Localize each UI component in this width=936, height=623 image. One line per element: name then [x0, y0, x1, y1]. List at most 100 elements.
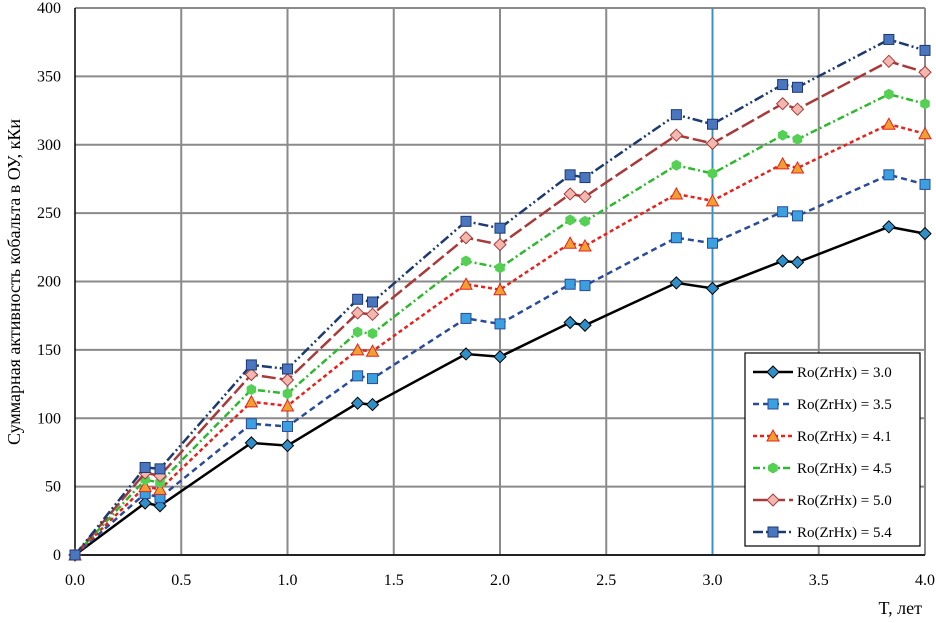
y-tick-label: 200: [37, 274, 61, 291]
legend-swatch-marker: [768, 462, 778, 474]
data-point: [671, 159, 682, 171]
legend-label: Ro(ZrHx) = 3.5: [797, 397, 892, 413]
data-point: [707, 237, 718, 249]
data-point: [579, 172, 591, 184]
data-point: [707, 118, 718, 130]
data-point: [792, 210, 803, 222]
legend-item: Ro(ZrHx) = 5.0: [753, 493, 892, 509]
data-point: [245, 418, 257, 430]
data-point: [461, 255, 471, 267]
data-point: [367, 328, 378, 339]
y-tick-label: 250: [37, 205, 61, 222]
data-point: [282, 388, 293, 400]
data-point: [884, 88, 894, 100]
data-point: [883, 33, 895, 45]
legend-swatch-marker: [767, 526, 779, 538]
data-point: [564, 278, 576, 290]
legend-item: Ro(ZrHx) = 4.5: [753, 461, 892, 477]
data-point: [705, 281, 720, 296]
data-point: [705, 193, 720, 207]
data-point: [352, 370, 364, 382]
legend-item: Ro(ZrHx) = 3.0: [753, 365, 892, 381]
x-tick-label: 3.5: [809, 572, 829, 589]
series-layer: [68, 33, 932, 562]
data-point: [790, 255, 805, 270]
series-6: [69, 33, 931, 561]
legend-label: Ro(ZrHx) = 3.0: [797, 365, 892, 381]
data-point: [138, 496, 152, 510]
y-tick-label: 350: [37, 68, 61, 85]
data-point: [154, 463, 166, 475]
x-tick-label: 0.5: [171, 572, 191, 589]
data-point: [459, 231, 473, 245]
data-point: [882, 54, 896, 69]
data-point: [352, 326, 363, 338]
data-point: [246, 384, 257, 395]
data-point: [495, 262, 505, 274]
data-point: [670, 109, 682, 121]
data-point: [775, 97, 790, 111]
legend-label: Ro(ZrHx) = 4.1: [797, 429, 892, 445]
x-tick-label: 2.0: [490, 572, 510, 589]
data-point: [493, 237, 507, 252]
y-tick-label: 100: [37, 410, 61, 427]
data-point: [282, 363, 293, 375]
data-point: [493, 282, 507, 296]
data-point: [669, 276, 684, 290]
data-point: [792, 133, 803, 145]
data-point: [919, 178, 931, 190]
x-tick-label: 1.5: [384, 572, 404, 589]
legend-item: Ro(ZrHx) = 4.1: [753, 428, 892, 445]
data-point: [580, 215, 590, 227]
data-point: [669, 186, 684, 200]
data-point: [367, 373, 378, 385]
data-point: [139, 461, 151, 473]
legend-item: Ro(ZrHx) = 3.5: [753, 397, 892, 413]
data-point: [775, 254, 790, 268]
axis-layer: 0 50 100 150 200 250 300 350 400 0.0 0.5 1.0 1.5 2.0 2…: [37, 0, 935, 589]
legend-swatch-marker: [767, 398, 779, 410]
data-point: [777, 206, 789, 218]
x-axis-title: T, лет: [879, 598, 923, 618]
data-point: [493, 350, 507, 364]
data-point: [578, 190, 592, 204]
legend-label: Ro(ZrHx) = 5.0: [797, 493, 892, 509]
series-2: [69, 169, 931, 561]
data-point: [365, 397, 380, 412]
data-point: [705, 136, 720, 151]
data-point: [919, 44, 931, 56]
data-point: [670, 232, 682, 244]
data-point: [350, 396, 365, 410]
data-point: [365, 344, 380, 357]
data-point: [563, 187, 577, 201]
y-tick-label: 0: [53, 547, 61, 564]
data-point: [280, 398, 295, 412]
data-point: [565, 214, 575, 226]
data-point: [882, 220, 896, 234]
data-point: [707, 168, 718, 179]
data-point: [920, 98, 930, 110]
data-point: [883, 169, 895, 181]
data-point: [578, 238, 592, 252]
x-tick-label: 0.0: [65, 572, 85, 589]
data-point: [563, 315, 577, 330]
x-tick-label: 4.0: [915, 572, 935, 589]
data-point: [918, 65, 932, 79]
y-tick-label: 300: [37, 137, 61, 154]
data-point: [367, 296, 378, 308]
y-tick-label: 400: [37, 0, 61, 17]
data-point: [792, 81, 803, 93]
data-point: [350, 306, 365, 320]
data-point: [790, 160, 805, 174]
label-layer: T, лет Суммарная активность кобальта в О…: [4, 119, 922, 618]
data-point: [280, 373, 295, 387]
data-point: [459, 277, 473, 290]
data-point: [775, 156, 790, 170]
data-point: [153, 482, 167, 495]
grid-layer: [75, 7, 926, 556]
data-point: [244, 436, 259, 450]
data-point: [245, 359, 257, 371]
data-point: [918, 126, 932, 140]
